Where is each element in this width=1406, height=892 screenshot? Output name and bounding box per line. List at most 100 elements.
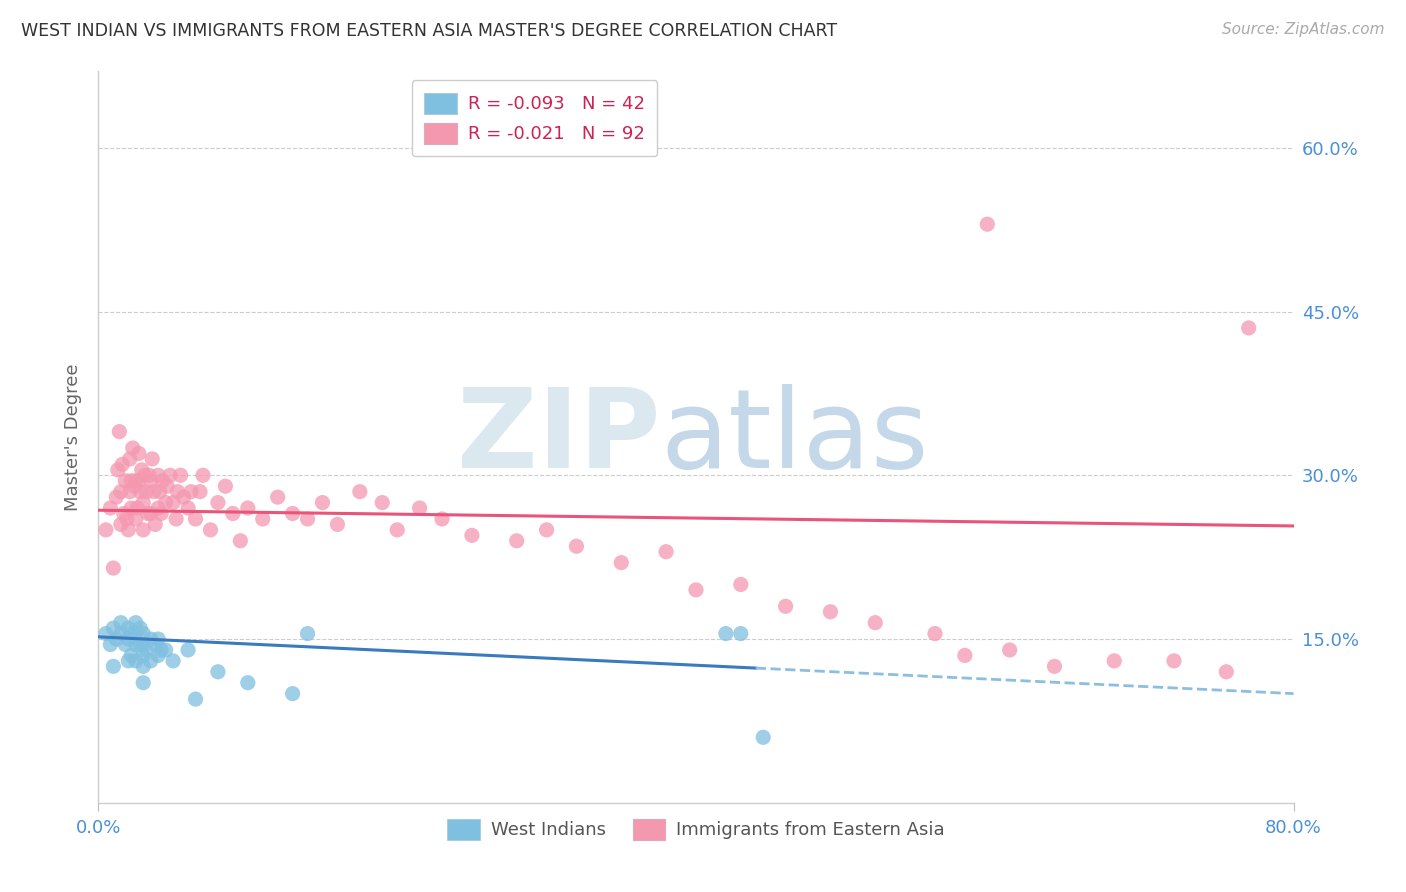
Point xyxy=(297,626,319,640)
Text: ZIP: ZIP xyxy=(457,384,661,491)
Text: atlas: atlas xyxy=(661,384,928,491)
Point xyxy=(148,632,170,646)
Point xyxy=(311,495,333,509)
Point xyxy=(169,468,191,483)
Point xyxy=(128,474,150,488)
Point xyxy=(110,517,132,532)
Point xyxy=(135,643,157,657)
Point xyxy=(536,523,558,537)
Point xyxy=(976,217,998,231)
Point xyxy=(148,648,170,663)
Point xyxy=(94,523,117,537)
Point xyxy=(120,501,142,516)
Point xyxy=(132,495,155,509)
Point xyxy=(1043,659,1066,673)
Point xyxy=(408,501,430,516)
Point xyxy=(115,512,138,526)
Point xyxy=(184,692,207,706)
Point xyxy=(200,523,222,537)
Point xyxy=(177,501,200,516)
Point xyxy=(103,659,125,673)
Point xyxy=(120,648,142,663)
Point xyxy=(349,484,371,499)
Point xyxy=(139,507,162,521)
Point xyxy=(124,479,146,493)
Point xyxy=(267,490,290,504)
Point xyxy=(150,643,173,657)
Point xyxy=(236,675,259,690)
Point xyxy=(752,731,775,745)
Point xyxy=(110,484,132,499)
Point xyxy=(103,561,125,575)
Point xyxy=(236,501,259,516)
Point xyxy=(121,441,143,455)
Point xyxy=(162,495,184,509)
Point xyxy=(131,463,153,477)
Point xyxy=(132,638,155,652)
Point xyxy=(173,490,195,504)
Point xyxy=(165,512,187,526)
Point xyxy=(135,484,157,499)
Point xyxy=(136,507,159,521)
Point xyxy=(129,638,152,652)
Point xyxy=(142,484,165,499)
Legend: West Indians, Immigrants from Eastern Asia: West Indians, Immigrants from Eastern As… xyxy=(439,810,953,848)
Point xyxy=(1215,665,1237,679)
Point xyxy=(148,501,170,516)
Point xyxy=(143,517,166,532)
Point xyxy=(953,648,976,663)
Point xyxy=(143,638,166,652)
Point xyxy=(94,626,117,640)
Point xyxy=(207,665,229,679)
Point xyxy=(134,468,156,483)
Point xyxy=(125,474,148,488)
Point xyxy=(184,512,207,526)
Point xyxy=(924,626,946,640)
Point xyxy=(98,638,122,652)
Point xyxy=(326,517,349,532)
Point xyxy=(150,507,173,521)
Point xyxy=(125,654,148,668)
Point xyxy=(155,495,177,509)
Point xyxy=(112,507,135,521)
Point xyxy=(125,638,148,652)
Point xyxy=(125,626,148,640)
Point xyxy=(191,468,214,483)
Point xyxy=(127,501,149,516)
Point xyxy=(132,648,155,663)
Point xyxy=(166,484,188,499)
Point xyxy=(430,512,453,526)
Point xyxy=(117,621,139,635)
Point xyxy=(110,615,132,630)
Point xyxy=(139,474,162,488)
Text: WEST INDIAN VS IMMIGRANTS FROM EASTERN ASIA MASTER'S DEGREE CORRELATION CHART: WEST INDIAN VS IMMIGRANTS FROM EASTERN A… xyxy=(21,22,837,40)
Point xyxy=(108,425,131,439)
Point xyxy=(141,451,163,466)
Point xyxy=(117,523,139,537)
Y-axis label: Master's Degree: Master's Degree xyxy=(65,363,83,511)
Point xyxy=(107,463,129,477)
Point xyxy=(775,599,797,614)
Point xyxy=(98,501,122,516)
Point xyxy=(180,484,202,499)
Point xyxy=(159,468,181,483)
Point xyxy=(149,484,172,499)
Point xyxy=(371,495,394,509)
Point xyxy=(148,468,170,483)
Point xyxy=(120,626,142,640)
Point xyxy=(188,484,211,499)
Point xyxy=(565,539,588,553)
Point xyxy=(117,632,139,646)
Point xyxy=(1104,654,1126,668)
Point xyxy=(129,621,152,635)
Point xyxy=(865,615,887,630)
Point xyxy=(117,654,139,668)
Point xyxy=(714,626,737,640)
Point xyxy=(222,507,245,521)
Point xyxy=(105,632,128,646)
Point xyxy=(610,556,633,570)
Point xyxy=(1237,321,1260,335)
Point xyxy=(162,654,184,668)
Point xyxy=(110,626,132,640)
Point xyxy=(111,458,134,472)
